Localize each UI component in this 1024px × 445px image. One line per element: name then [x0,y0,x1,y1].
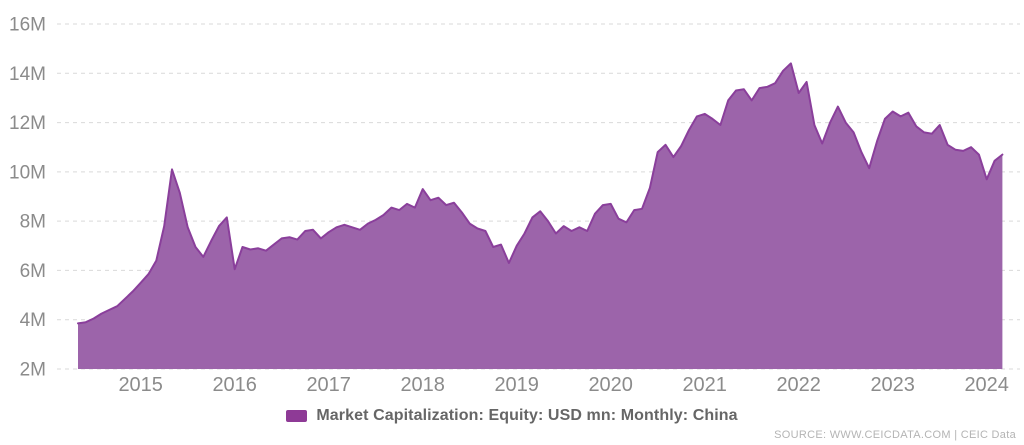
y-tick-label: 2M [20,360,46,381]
y-tick-label: 8M [20,212,46,233]
x-tick-label[interactable]: 2023 [870,374,915,396]
y-tick-label: 12M [9,113,46,134]
x-tick-label[interactable]: 2018 [400,374,445,396]
x-tick-label[interactable]: 2017 [306,374,351,396]
legend-item[interactable]: Market Capitalization: Equity: USD mn: M… [286,407,738,425]
area-series-fill [78,63,1003,370]
y-tick-label: 6M [20,261,46,282]
x-tick-label[interactable]: 2021 [682,374,727,396]
x-tick-label[interactable]: 2015 [118,374,163,396]
x-tick-label[interactable]: 2024 [964,374,1009,396]
y-tick-label: 4M [20,310,46,331]
source-note: SOURCE: WWW.CEICDATA.COM | CEIC Data [774,429,1016,441]
x-tick-label[interactable]: 2022 [776,374,821,396]
x-tick-label[interactable]: 2020 [588,374,633,396]
legend-swatch [286,410,308,422]
x-tick-label[interactable]: 2016 [212,374,257,396]
legend: Market Capitalization: Equity: USD mn: M… [0,405,1024,427]
plot-hover-region[interactable] [57,14,1020,369]
legend-label: Market Capitalization: Equity: USD mn: M… [316,407,738,424]
area-series-line [77,62,1004,325]
y-tick-label: 16M [9,15,46,36]
y-tick-label: 14M [9,64,46,85]
y-tick-label: 10M [9,162,46,183]
x-tick-label[interactable]: 2019 [494,374,539,396]
